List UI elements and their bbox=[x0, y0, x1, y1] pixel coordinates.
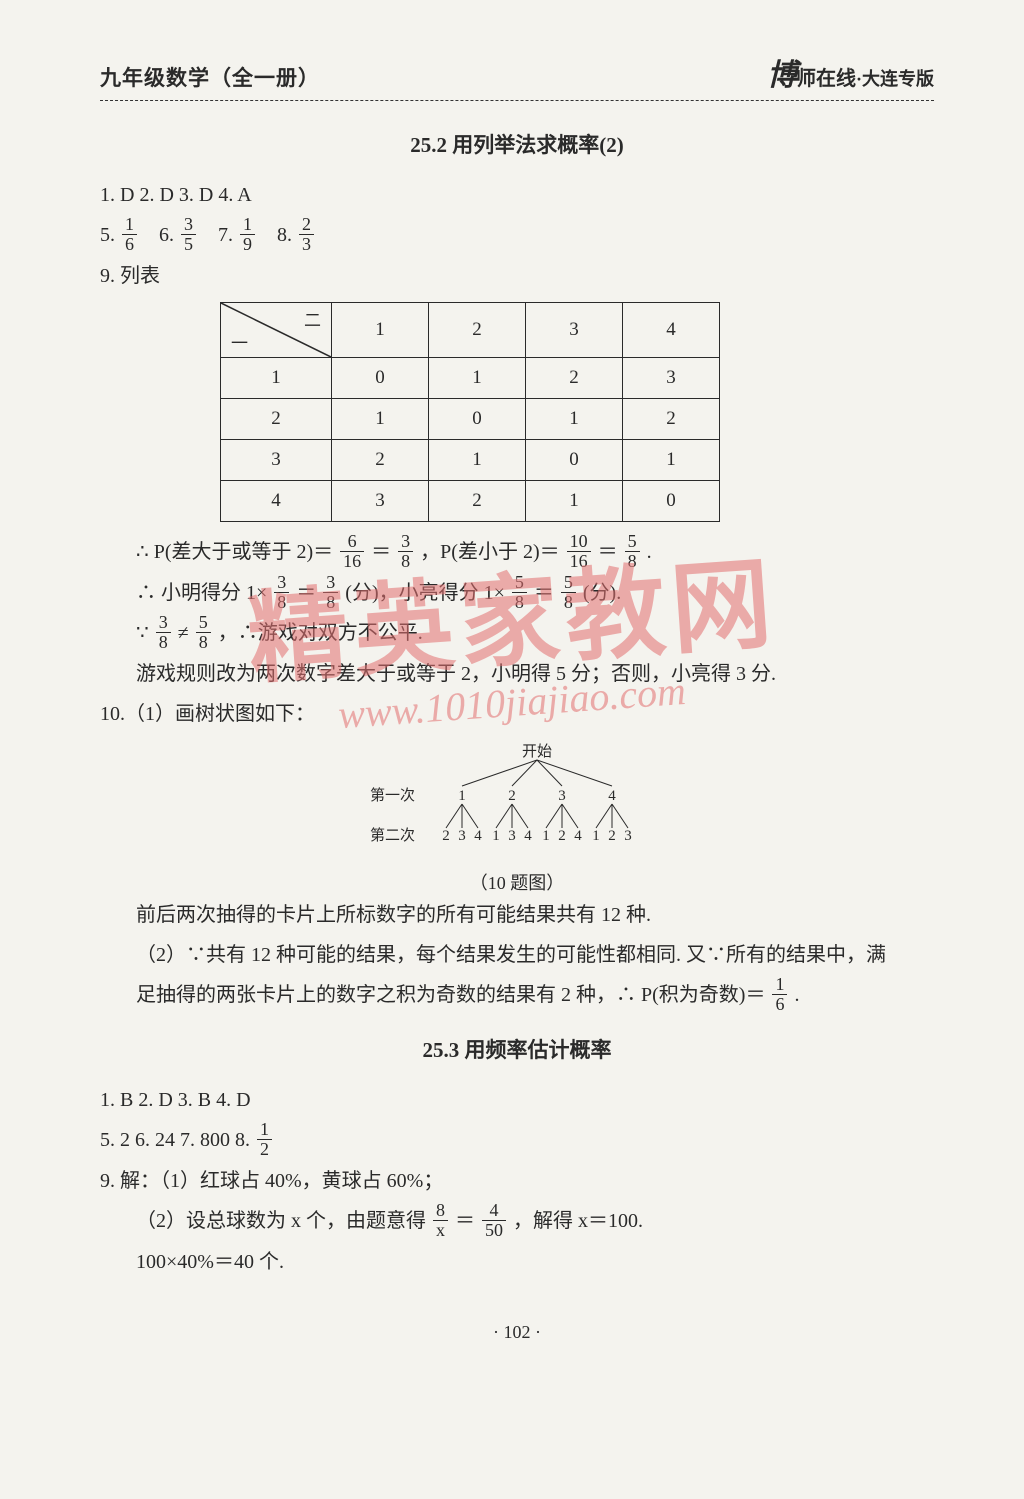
s2-q9-l2: （2）设总球数为 x 个，由题意得 8x ＝ 450 ，解得 x＝100. bbox=[100, 1201, 934, 1242]
table-col-header: 3 bbox=[526, 302, 623, 357]
table-col-header: 4 bbox=[623, 302, 720, 357]
q10-text2b: 足抽得的两张卡片上的数字之积为奇数的结果有 2 种，∴ P(积为奇数)＝ 16 … bbox=[100, 975, 934, 1016]
s2-answers-1: 1. B 2. D 3. B 4. D bbox=[100, 1080, 934, 1120]
page-header: 九年级数学（全一册） 博师在线·大连专版 bbox=[100, 50, 934, 101]
svg-text:1: 1 bbox=[458, 788, 466, 804]
ans6-frac: 35 bbox=[181, 215, 196, 254]
section2-title: 25.3 用频率估计概率 bbox=[100, 1034, 934, 1064]
header-left: 九年级数学（全一册） bbox=[100, 62, 320, 92]
table-row: 32101 bbox=[221, 439, 720, 480]
q9-expl-4: 游戏规则改为两次数字差大于或等于 2，小明得 5 分；否则，小亮得 3 分. bbox=[100, 654, 934, 694]
ans6-label: 6. bbox=[159, 224, 174, 246]
svg-text:开始: 开始 bbox=[522, 743, 552, 760]
svg-text:2: 2 bbox=[442, 828, 450, 844]
table-cell: 2 bbox=[429, 480, 526, 521]
table-row: 10123 bbox=[221, 357, 720, 398]
ans8-label: 8. bbox=[277, 224, 292, 246]
diag-top: 二 bbox=[304, 306, 321, 331]
edition: ·大连专版 bbox=[856, 69, 934, 89]
s1-answers-1: 1. D 2. D 3. D 4. A bbox=[100, 175, 934, 215]
brand-char: 博 bbox=[767, 59, 796, 92]
q10-text2a: （2）∵共有 12 种可能的结果，每个结果发生的可能性都相同. 又∵所有的结果中… bbox=[100, 935, 934, 975]
q9-expl-3: ∵ 38 ≠ 58 ，∴游戏对双方不公平. bbox=[100, 613, 934, 654]
svg-text:第二次: 第二次 bbox=[370, 826, 415, 844]
table-row: 21012 bbox=[221, 398, 720, 439]
table-cell: 1 bbox=[429, 357, 526, 398]
ans8-frac: 23 bbox=[299, 215, 314, 254]
svg-text:2: 2 bbox=[558, 828, 566, 844]
q9-expl-1: ∴ P(差大于或等于 2)＝ 616 ＝ 38 ，P(差小于 2)＝ 1016 … bbox=[100, 532, 934, 573]
svg-text:3: 3 bbox=[458, 828, 466, 844]
svg-text:3: 3 bbox=[558, 788, 566, 804]
table-cell: 1 bbox=[332, 398, 429, 439]
q10-label: 10.（1）画树状图如下： bbox=[100, 694, 934, 734]
svg-text:第一次: 第一次 bbox=[370, 786, 415, 804]
tree-diagram: 开始1234第一次234134124123第二次 （10 题图） bbox=[357, 742, 677, 895]
table-cell: 3 bbox=[623, 357, 720, 398]
s2-answers-2: 5. 2 6. 24 7. 800 8. 12 bbox=[100, 1120, 934, 1161]
table-row-header: 4 bbox=[221, 480, 332, 521]
table-cell: 0 bbox=[332, 357, 429, 398]
svg-text:3: 3 bbox=[624, 828, 632, 844]
s2-q9-l3: 100×40%＝40 个. bbox=[100, 1242, 934, 1282]
svg-text:3: 3 bbox=[508, 828, 516, 844]
table-cell: 2 bbox=[623, 398, 720, 439]
svg-text:2: 2 bbox=[608, 828, 616, 844]
table-cell: 2 bbox=[526, 357, 623, 398]
table-cell: 1 bbox=[623, 439, 720, 480]
q9-expl-2: ∴ 小明得分 1× 38 ＝ 38 (分)，小亮得分 1× 58 ＝ 58 (分… bbox=[100, 573, 934, 614]
diag-bot: 一 bbox=[231, 329, 248, 354]
page-number: · 102 · bbox=[100, 1322, 934, 1343]
svg-text:4: 4 bbox=[474, 828, 482, 844]
svg-text:1: 1 bbox=[492, 828, 500, 844]
ans7-frac: 19 bbox=[240, 215, 255, 254]
table-col-header: 2 bbox=[429, 302, 526, 357]
table-cell: 1 bbox=[526, 398, 623, 439]
table-cell: 1 bbox=[429, 439, 526, 480]
section1-title: 25.2 用列举法求概率(2) bbox=[100, 129, 934, 159]
table-col-header: 1 bbox=[332, 302, 429, 357]
svg-text:2: 2 bbox=[508, 788, 516, 804]
table-cell: 3 bbox=[332, 480, 429, 521]
header-right: 博师在线·大连专版 bbox=[767, 50, 934, 94]
table-row-header: 1 bbox=[221, 357, 332, 398]
q10-text1: 前后两次抽得的卡片上所标数字的所有可能结果共有 12 种. bbox=[100, 895, 934, 935]
svg-text:1: 1 bbox=[542, 828, 550, 844]
ans7-label: 7. bbox=[218, 224, 233, 246]
tree-caption: （10 题图） bbox=[357, 869, 677, 895]
s1-answers-2: 5. 16 6. 35 7. 19 8. 23 bbox=[100, 215, 934, 256]
table-cell: 2 bbox=[332, 439, 429, 480]
table-cell: 1 bbox=[526, 480, 623, 521]
q9-table: 二 一 1234 10123210123210143210 bbox=[220, 302, 720, 522]
table-cell: 0 bbox=[526, 439, 623, 480]
table-cell: 0 bbox=[623, 480, 720, 521]
table-row-header: 2 bbox=[221, 398, 332, 439]
table-row-header: 3 bbox=[221, 439, 332, 480]
brand-rest: 师在线 bbox=[796, 68, 856, 90]
table-cell: 0 bbox=[429, 398, 526, 439]
svg-text:4: 4 bbox=[524, 828, 532, 844]
svg-text:4: 4 bbox=[574, 828, 582, 844]
svg-text:1: 1 bbox=[592, 828, 600, 844]
s2-q9-l1: 9. 解：（1）红球占 40%，黄球占 60%； bbox=[100, 1161, 934, 1201]
table-diag-header: 二 一 bbox=[221, 302, 332, 357]
ans5-label: 5. bbox=[100, 224, 115, 246]
table-row: 43210 bbox=[221, 480, 720, 521]
svg-text:4: 4 bbox=[608, 788, 616, 804]
q9-label: 9. 列表 bbox=[100, 256, 934, 296]
ans5-frac: 16 bbox=[122, 215, 137, 254]
